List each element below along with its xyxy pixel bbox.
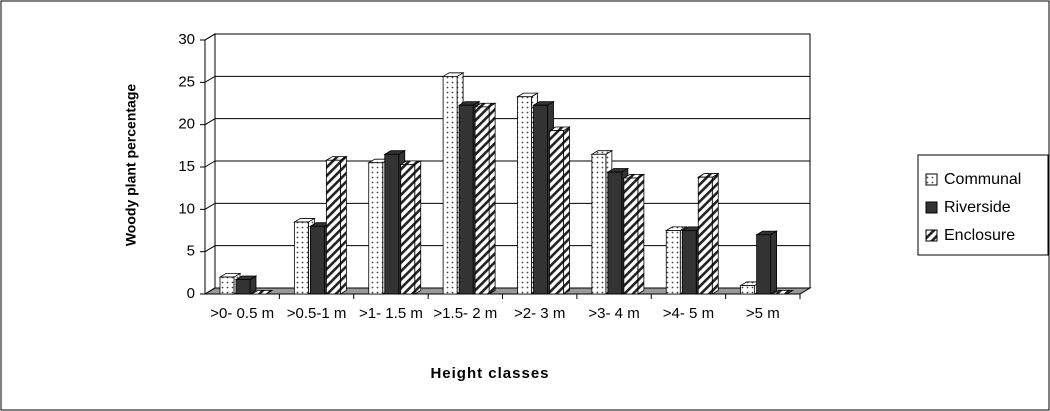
bar-side (711, 172, 719, 295)
bar (756, 234, 772, 295)
y-tick-label: 25 (178, 73, 195, 90)
bar (309, 225, 325, 295)
x-tick-label: >5 m (745, 305, 780, 322)
bar (474, 106, 490, 295)
y-axis-title: Woody plant percentage (123, 84, 139, 247)
y-tick-label: 15 (178, 158, 195, 175)
x-tick-label: >3- 4 m (588, 305, 640, 322)
legend-swatch (925, 229, 938, 242)
bar-side (488, 102, 496, 295)
y-tick-label: 5 (187, 243, 195, 260)
grid-line (204, 118, 810, 126)
bar (442, 76, 458, 295)
grid-line (204, 33, 810, 41)
bar-side (414, 160, 422, 295)
bar (591, 153, 607, 295)
x-tick-label: >0.5-1 m (286, 305, 347, 322)
bar (665, 230, 681, 295)
bar (740, 285, 756, 295)
bar (681, 230, 697, 295)
y-tick-label: 20 (178, 116, 195, 133)
bar-side (770, 230, 778, 295)
bar (623, 177, 639, 295)
grid-line (204, 75, 810, 83)
legend-label: Enclosure (944, 227, 1015, 244)
legend-label: Communal (944, 171, 1021, 188)
bar (458, 104, 474, 295)
bar-top (771, 289, 795, 295)
bar-side (563, 126, 570, 295)
bar (517, 96, 532, 295)
y-tick-label: 0 (187, 285, 195, 302)
legend-swatch (925, 201, 938, 214)
x-tick-label: >1- 1.5 m (359, 305, 423, 322)
bar (549, 130, 564, 295)
bar (219, 276, 235, 295)
bar (368, 162, 384, 295)
x-tick-label: >2- 3 m (514, 305, 566, 322)
x-tick-label: >1.5- 2 m (433, 305, 498, 322)
bar (384, 153, 400, 295)
bar-side (339, 155, 347, 295)
bar (607, 171, 623, 295)
x-tick-label: >4- 5 m (662, 305, 715, 322)
legend-box (917, 154, 1049, 256)
bar (293, 221, 309, 295)
bar-side (637, 173, 645, 295)
bar (325, 159, 341, 295)
legend-label: Riverside (944, 199, 1011, 216)
y-tick-label: 10 (178, 200, 195, 217)
y-tick-label: 30 (178, 31, 195, 48)
bar (400, 164, 416, 295)
legend-swatch (925, 173, 938, 186)
bar (533, 104, 548, 295)
bar-top (250, 289, 274, 295)
bar (697, 176, 713, 295)
x-axis-title: Height classes (430, 365, 549, 382)
bar (235, 279, 251, 295)
x-tick-label: >0- 0.5 m (210, 305, 275, 322)
